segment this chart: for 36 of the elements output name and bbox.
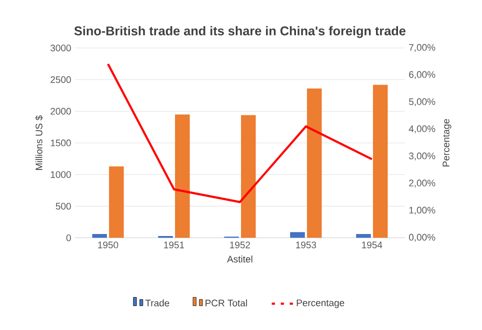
line-series [106, 62, 373, 204]
y2-axis-title: Percentage [442, 119, 452, 166]
y-tick-label: 2500 [50, 76, 71, 84]
bar [175, 114, 190, 238]
bar [356, 234, 371, 238]
x-tick-label: 1954 [362, 242, 382, 248]
y-tick-label: 500 [56, 202, 71, 210]
y2-tick-label: 7,00% [409, 44, 436, 52]
x-tick-label: 1951 [164, 242, 184, 248]
bar [241, 115, 256, 238]
y-tick-label: 0 [66, 234, 71, 242]
bar [306, 88, 322, 238]
legend-label: Trade [145, 299, 170, 306]
bar [290, 232, 305, 238]
x-tick-label: 1953 [296, 242, 316, 248]
y-tick-label: 1000 [50, 171, 71, 178]
y2-tick-label: 0,00% [408, 234, 436, 242]
y2-tick-label: 5,00% [409, 98, 436, 106]
y2-tick-label: 1,00% [409, 206, 436, 215]
x-tick-label: 1952 [230, 242, 250, 248]
bar [372, 84, 388, 238]
x-axis-title: Astitel [227, 256, 252, 263]
y2-tick-label: 3,00% [408, 152, 436, 160]
y2-tick-label: 6,00% [409, 71, 436, 80]
bar [92, 234, 107, 238]
legend-label: Percentage [296, 300, 344, 308]
y-tick-label: 3000 [50, 44, 71, 52]
chart-title: Sino-British trade and its share in China's foreign trade [74, 26, 406, 38]
y2-tick-label: 2,00% [409, 180, 436, 188]
y-tick-label: 2000 [50, 108, 71, 115]
x-tick-label: 1950 [98, 242, 118, 248]
y-tick-label: 1500 [50, 140, 71, 146]
bar [109, 166, 124, 238]
y2-tick-label: 4,00% [408, 125, 436, 134]
y-axis-title: Millions US $ [35, 115, 43, 170]
legend-label: PCR Total [206, 299, 247, 306]
